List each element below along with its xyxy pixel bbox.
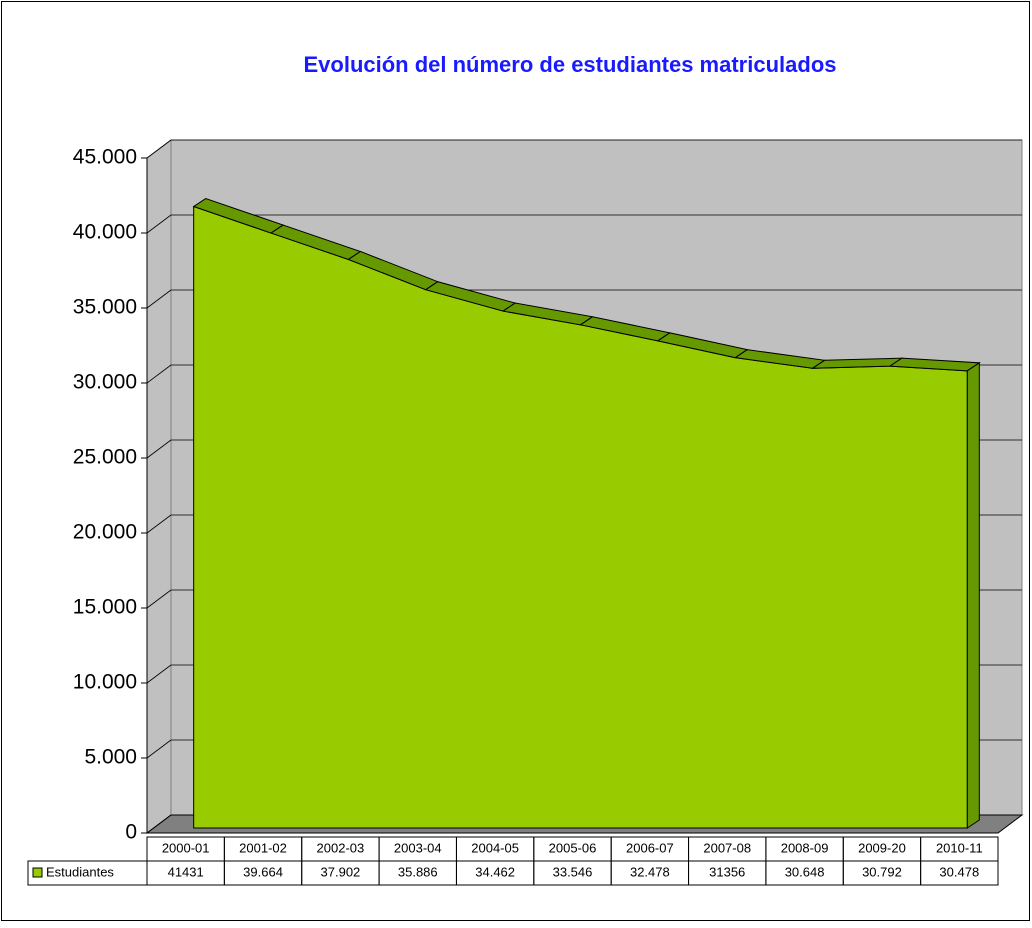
- x-tick-label: 2006-07: [626, 840, 674, 855]
- y-tick-label: 15.000: [73, 596, 137, 619]
- y-tick-label: 35.000: [73, 296, 137, 319]
- data-label: 30.792: [862, 864, 902, 879]
- y-tick-label: 5.000: [84, 746, 137, 769]
- x-tick-label: 2004-05: [471, 840, 519, 855]
- grid-line: [146, 364, 172, 384]
- legend-swatch: [32, 867, 43, 878]
- y-tick-label: 45.000: [73, 146, 137, 169]
- data-label: 31356: [709, 864, 745, 879]
- table-cell: [920, 860, 999, 886]
- grid-line: [146, 289, 172, 309]
- data-label: 30.648: [785, 864, 825, 879]
- data-label: 34.462: [475, 864, 515, 879]
- grid-line: [146, 814, 172, 834]
- data-label: 30.478: [939, 864, 979, 879]
- side-wall: [146, 139, 172, 834]
- x-tick-label: 2009-20: [858, 840, 906, 855]
- data-label: 37.902: [321, 864, 361, 879]
- x-tick-label: 2007-08: [703, 840, 751, 855]
- y-tick-label: 10.000: [73, 671, 137, 694]
- grid-line: [146, 514, 172, 534]
- data-label: 35.886: [398, 864, 438, 879]
- data-label: 32.478: [630, 864, 670, 879]
- y-tick-label: 25.000: [73, 446, 137, 469]
- x-tick-label: 2002-03: [317, 840, 365, 855]
- grid-line: [146, 589, 172, 609]
- x-tick-label: 2000-01: [162, 840, 210, 855]
- x-tick-label: 2003-04: [394, 840, 442, 855]
- grid-line: [146, 664, 172, 684]
- legend-label: Estudiantes: [46, 864, 114, 879]
- x-tick-label: 2001-02: [239, 840, 287, 855]
- y-tick-label: 20.000: [73, 521, 137, 544]
- x-tick-label: 2005-06: [549, 840, 597, 855]
- grid-line: [146, 214, 172, 234]
- area-side: [966, 361, 980, 829]
- x-tick-label: 2010-11: [936, 840, 983, 855]
- y-tick-label: 0: [125, 821, 137, 844]
- chart-title: Evolución del número de estudiantes matr…: [303, 52, 836, 77]
- y-tick-label: 40.000: [73, 221, 137, 244]
- plot-area: 0 5.000 10.000 15.000 20.000 25.000 30.000 35.0…: [27, 139, 1024, 886]
- data-label: 39.664: [243, 864, 283, 879]
- y-tick-label: 30.000: [73, 371, 137, 394]
- data-label: 41431: [168, 864, 204, 879]
- data-label: 33.546: [553, 864, 593, 879]
- grid-line: [146, 439, 172, 459]
- grid-line: [146, 139, 172, 159]
- grid-line: [146, 739, 172, 759]
- x-tick-label: 2008-09: [781, 840, 829, 855]
